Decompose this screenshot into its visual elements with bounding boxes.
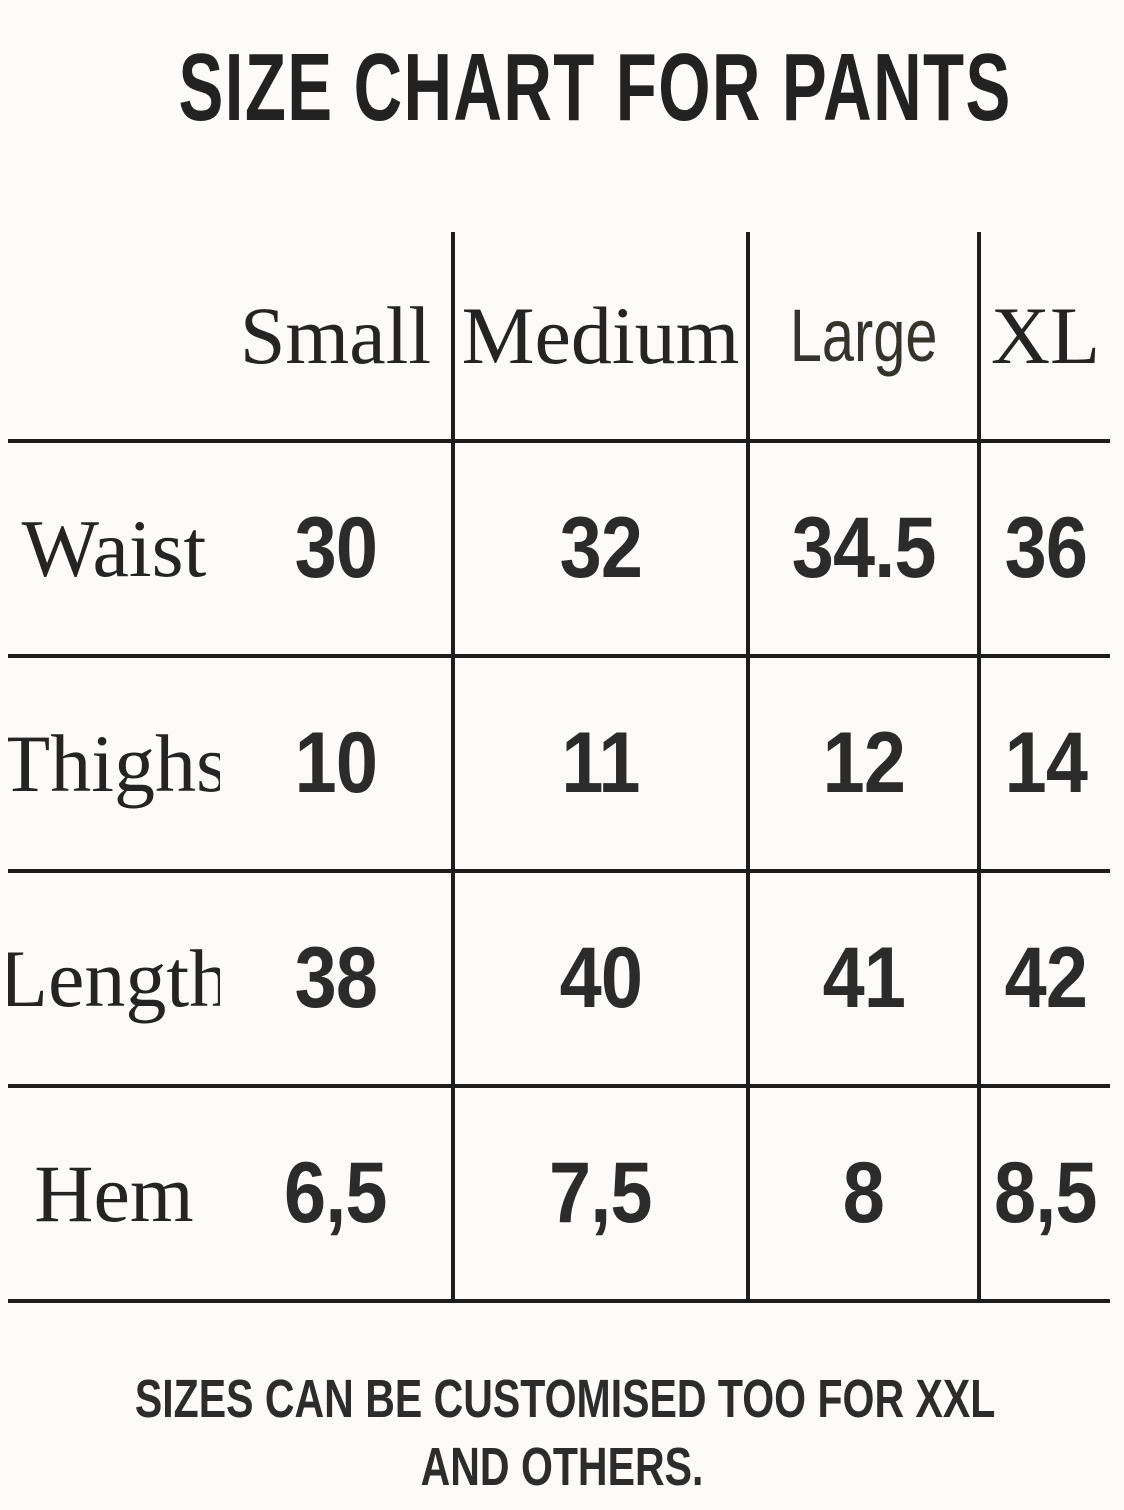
value-length-large: 41: [822, 930, 905, 1026]
cell-thighs-small: 10: [220, 658, 455, 869]
header-cell-large: Large: [750, 232, 981, 439]
row-label-cell: Length: [8, 873, 220, 1084]
value-waist-medium: 32: [559, 500, 642, 596]
footer-note-line1: SIZES CAN BE CUSTOMISED TOO FOR XXL: [134, 1369, 996, 1429]
row-label-hem: Hem: [34, 1147, 194, 1239]
value-thighs-xl: 14: [1004, 715, 1087, 811]
cell-thighs-xl: 14: [981, 658, 1110, 869]
row-label-waist: Waist: [21, 502, 207, 594]
cell-length-large: 41: [750, 873, 981, 1084]
value-thighs-medium: 11: [561, 715, 640, 811]
cell-hem-small: 6,5: [220, 1088, 455, 1299]
page-title: SIZE CHART FOR PANTS: [178, 34, 1012, 141]
value-waist-xl: 36: [1004, 500, 1087, 596]
row-label-cell: Thighs: [8, 658, 220, 869]
cell-length-small: 38: [220, 873, 455, 1084]
row-label-cell: Waist: [8, 443, 220, 654]
header-cell-xl: XL: [981, 232, 1110, 439]
cell-thighs-large: 12: [750, 658, 981, 869]
value-hem-large: 8: [842, 1145, 885, 1241]
cell-length-medium: 40: [455, 873, 750, 1084]
cell-length-xl: 42: [981, 873, 1110, 1084]
page-title-wrap: SIZE CHART FOR PANTS: [0, 0, 1124, 140]
value-hem-medium: 7,5: [549, 1145, 652, 1241]
value-length-xl: 42: [1004, 930, 1087, 1026]
value-thighs-small: 10: [294, 715, 377, 811]
table-row-thighs: Thighs 10 11 12 14: [8, 658, 1110, 873]
value-waist-large: 34.5: [791, 500, 937, 596]
header-cell-empty: [8, 232, 220, 439]
value-thighs-large: 12: [822, 715, 905, 811]
row-label-length: Length: [8, 932, 220, 1024]
table-row-waist: Waist 30 32 34.5 36: [8, 443, 1110, 658]
table-row-length: Length 38 40 41 42: [8, 873, 1110, 1088]
column-header-large: Large: [789, 294, 938, 377]
cell-waist-large: 34.5: [750, 443, 981, 654]
cell-hem-xl: 8,5: [981, 1088, 1110, 1299]
footer-note-line2: AND OTHERS.: [420, 1437, 704, 1497]
footer-note: SIZES CAN BE CUSTOMISED TOO FOR XXL AND …: [0, 1365, 1124, 1501]
cell-waist-xl: 36: [981, 443, 1110, 654]
table-header-row: Small Medium Large XL: [8, 232, 1110, 443]
column-header-small: Small: [239, 289, 432, 381]
cell-waist-medium: 32: [455, 443, 750, 654]
table-row-hem: Hem 6,5 7,5 8 8,5: [8, 1088, 1110, 1303]
header-cell-small: Small: [220, 232, 455, 439]
cell-thighs-medium: 11: [455, 658, 750, 869]
cell-waist-small: 30: [220, 443, 455, 654]
value-length-small: 38: [294, 930, 377, 1026]
row-label-thighs: Thighs: [8, 717, 220, 809]
cell-hem-medium: 7,5: [455, 1088, 750, 1299]
size-chart-table: Small Medium Large XL Waist 30 32 34.5 3…: [8, 232, 1110, 1303]
cell-hem-large: 8: [750, 1088, 981, 1299]
header-cell-medium: Medium: [455, 232, 750, 439]
row-label-cell: Hem: [8, 1088, 220, 1299]
value-waist-small: 30: [294, 500, 377, 596]
value-length-medium: 40: [559, 930, 642, 1026]
value-hem-xl: 8,5: [994, 1145, 1097, 1241]
column-header-xl: XL: [990, 289, 1101, 381]
value-hem-small: 6,5: [284, 1145, 387, 1241]
column-header-medium: Medium: [461, 289, 740, 381]
